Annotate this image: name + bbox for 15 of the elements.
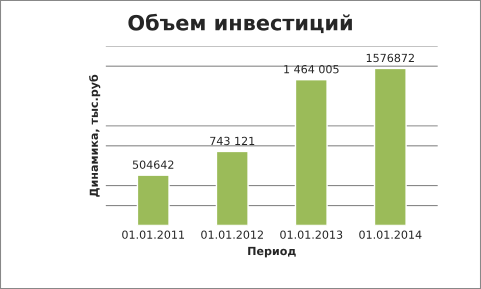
bar xyxy=(216,150,249,226)
bar xyxy=(294,78,328,226)
chart-title: Объем инвестиций xyxy=(128,14,352,34)
data-label: 504642 xyxy=(132,160,174,169)
y-axis-title: Динамика, тыс.руб xyxy=(89,74,100,197)
data-label: 1 464 005 xyxy=(284,64,339,74)
bar xyxy=(374,68,407,226)
data-label: 1576872 xyxy=(366,54,414,62)
x-axis-title: Период xyxy=(248,246,296,258)
x-tick-label: 01.01.2013 xyxy=(280,230,342,239)
data-label: 743 121 xyxy=(210,136,254,146)
x-tick-label: 01.01.2014 xyxy=(359,230,422,239)
x-tick-label: 01.01.2011 xyxy=(122,230,184,239)
x-tick-label: 01.01.2012 xyxy=(201,230,263,239)
bar xyxy=(136,174,170,226)
